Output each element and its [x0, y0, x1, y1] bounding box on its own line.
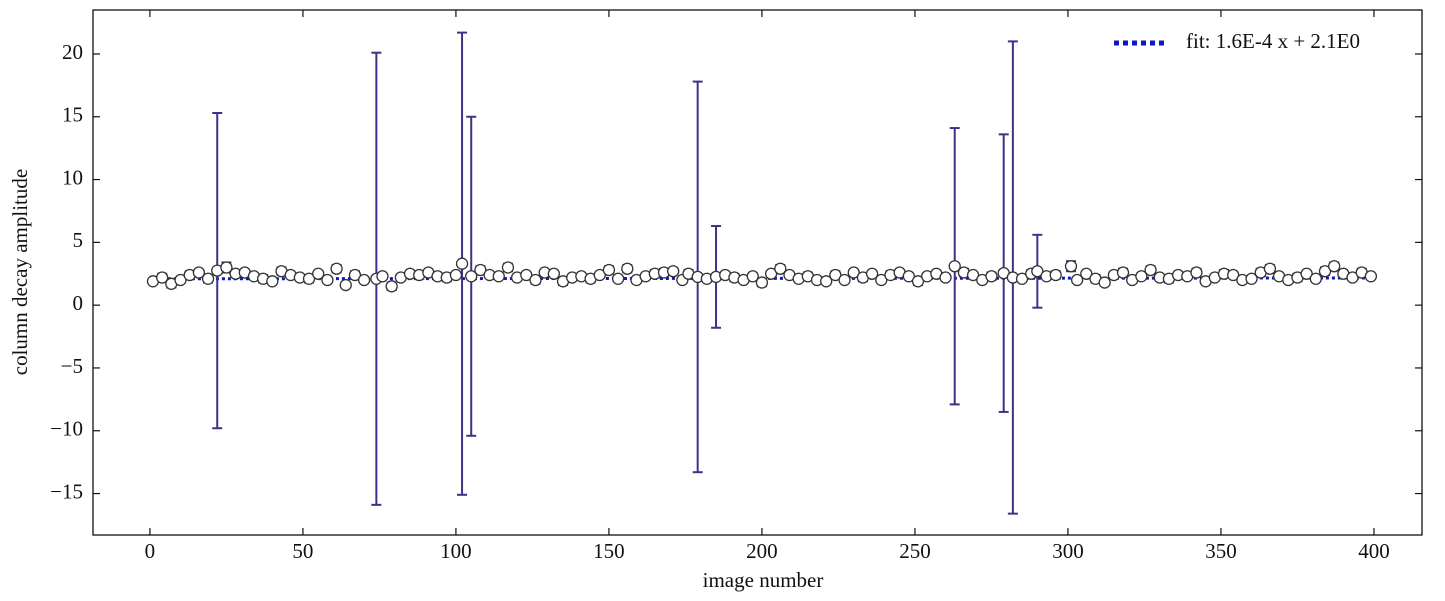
marker — [520, 268, 533, 282]
marker — [1318, 265, 1332, 278]
marker — [312, 267, 325, 280]
x-axis-label: image number — [703, 568, 824, 592]
marker — [774, 262, 787, 275]
marker — [593, 268, 606, 282]
x-tick-label: 300 — [1052, 539, 1084, 563]
marker — [174, 273, 187, 287]
marker — [820, 275, 833, 288]
marker — [865, 267, 879, 280]
marker — [939, 271, 952, 284]
marker — [376, 270, 389, 283]
marker — [1144, 263, 1157, 277]
marker — [385, 280, 398, 293]
marker — [611, 272, 625, 285]
legend-label: fit: 1.6E-4 x + 2.1E0 — [1186, 29, 1360, 53]
marker — [875, 273, 888, 287]
marker — [911, 275, 925, 288]
x-tick-label: 0 — [145, 539, 156, 563]
marker — [492, 270, 505, 283]
marker — [1049, 268, 1062, 282]
x-tick-label: 350 — [1205, 539, 1237, 563]
marker — [1064, 260, 1078, 273]
marker — [321, 273, 334, 287]
marker — [1116, 266, 1130, 279]
marker — [1031, 265, 1044, 278]
x-tick-label: 200 — [746, 539, 778, 563]
x-tick-label: 100 — [440, 539, 472, 563]
marker — [847, 266, 860, 279]
x-tick-label: 400 — [1358, 539, 1390, 563]
marker — [1098, 276, 1111, 289]
marker — [1190, 266, 1203, 279]
marker — [220, 261, 233, 274]
y-axis-label: column decay amplitude — [8, 169, 32, 375]
marker — [266, 275, 279, 288]
y-tick-label: 0 — [73, 291, 84, 315]
marker — [1070, 273, 1084, 287]
marker — [985, 270, 998, 283]
marker — [1015, 272, 1029, 285]
marker — [501, 261, 515, 274]
x-tick-label: 50 — [292, 539, 313, 563]
y-tick-label: 20 — [62, 40, 83, 64]
marker — [764, 267, 778, 280]
marker — [156, 271, 169, 284]
marker — [330, 262, 343, 275]
marker — [1309, 272, 1322, 285]
marker — [667, 265, 680, 278]
marker — [1364, 270, 1378, 283]
marker — [755, 276, 769, 289]
y-tick-label: 5 — [73, 228, 84, 252]
marker — [1245, 272, 1258, 285]
marker — [449, 268, 463, 282]
marker — [348, 268, 362, 282]
marker — [1346, 271, 1359, 284]
y-tick-label: 15 — [62, 103, 83, 127]
marker — [746, 270, 759, 283]
marker — [465, 270, 478, 283]
marker — [192, 266, 206, 279]
marker — [602, 263, 616, 277]
marker — [966, 268, 980, 282]
marker — [621, 262, 634, 275]
marker — [1300, 267, 1313, 280]
marker — [1135, 270, 1148, 283]
x-tick-label: 250 — [899, 539, 931, 563]
marker — [1328, 260, 1341, 273]
marker — [302, 272, 316, 285]
marker — [455, 257, 469, 270]
marker — [357, 273, 371, 287]
y-tick-label: 10 — [62, 165, 83, 189]
y-tick-label: −15 — [50, 479, 83, 503]
y-tick-label: −10 — [50, 417, 83, 441]
marker — [474, 263, 487, 277]
marker — [547, 267, 561, 280]
x-tick-label: 150 — [593, 539, 625, 563]
marker — [838, 273, 851, 287]
y-tick-label: −5 — [61, 354, 83, 378]
plot-frame — [92, 9, 1423, 536]
marker — [1263, 262, 1277, 275]
marker — [829, 268, 842, 282]
marker — [948, 260, 961, 273]
marker — [201, 272, 215, 285]
marker — [529, 273, 542, 287]
marker — [902, 270, 915, 283]
marker — [1227, 268, 1240, 282]
marker — [339, 278, 352, 292]
marker — [1080, 267, 1093, 280]
